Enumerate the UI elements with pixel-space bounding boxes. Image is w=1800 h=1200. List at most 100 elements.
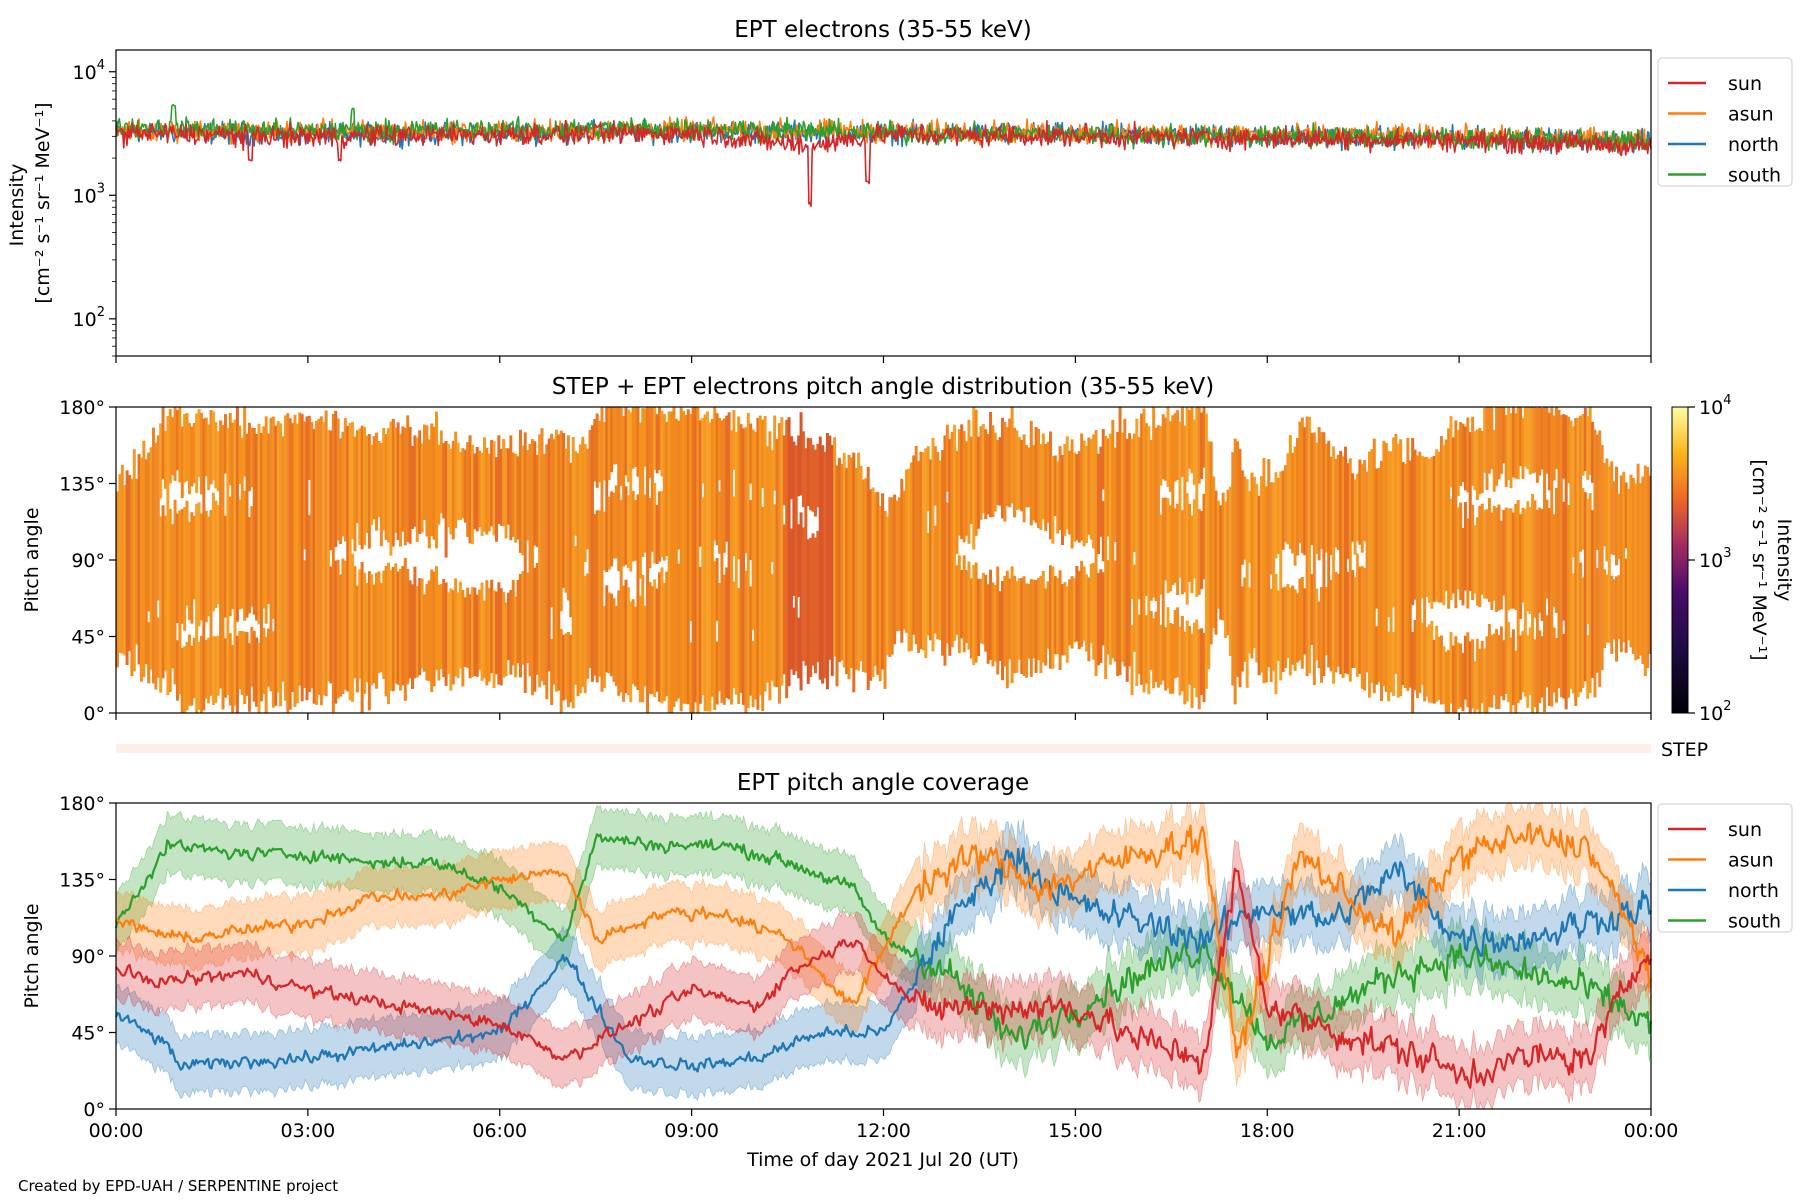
- panel1-series-group: [115, 103, 1652, 208]
- heatmap-cell: [607, 496, 611, 570]
- heatmap-cell: [974, 562, 978, 663]
- heatmap-cell: [590, 425, 594, 682]
- heatmap-cell: [706, 411, 710, 712]
- heatmap-cell: [1332, 446, 1336, 684]
- heatmap-cell: [442, 442, 446, 519]
- heatmap-cell: [941, 450, 945, 656]
- heatmap-cell: [1394, 434, 1398, 674]
- heatmap-cell: [902, 490, 906, 630]
- heatmap-cell: [372, 436, 376, 520]
- heatmap-cell: [950, 432, 954, 648]
- heatmap-cell: [178, 510, 182, 695]
- heatmap-cell: [439, 430, 443, 514]
- heatmap-cell: [1005, 570, 1009, 689]
- heatmap-cell: [1176, 410, 1180, 480]
- panel3-legend-label-asun: asun: [1728, 850, 1774, 872]
- heatmap-cell: [430, 569, 434, 692]
- heatmap-cell: [578, 444, 582, 694]
- heatmap-cell: [924, 448, 928, 659]
- heatmap-cell: [782, 435, 786, 506]
- heatmap-cell: [391, 566, 395, 692]
- heatmap-cell: [715, 558, 719, 621]
- heatmap-cell: [322, 422, 326, 696]
- heatmap-cell: [1351, 570, 1355, 668]
- heatmap-cell: [250, 626, 254, 687]
- heatmap-cell: [1075, 454, 1079, 541]
- heatmap-cell: [1221, 492, 1225, 621]
- heatmap-cell: [1435, 449, 1439, 602]
- heatmap-cell: [1511, 629, 1515, 706]
- heatmap-cell: [1274, 472, 1278, 559]
- panel1-legend-frame: [1657, 57, 1793, 187]
- heatmap-cell: [1531, 407, 1535, 474]
- heatmap-cell: [1363, 567, 1367, 691]
- heatmap-cell: [238, 631, 242, 690]
- heatmap-cell: [1190, 633, 1194, 709]
- heatmap-cell: [1427, 458, 1431, 603]
- heatmap-cell: [511, 579, 515, 666]
- heatmap-cell: [226, 428, 230, 695]
- heatmap-cell: [530, 439, 534, 696]
- heatmap-cell: [1166, 498, 1170, 594]
- heatmap-cell: [1379, 460, 1383, 701]
- heatmap-cell: [1279, 471, 1283, 681]
- heatmap-cell: [686, 409, 690, 705]
- heatmap-cell: [689, 414, 693, 622]
- heatmap-cell: [204, 639, 208, 699]
- heatmap-cell: [801, 527, 805, 662]
- heatmap-cell: [1511, 512, 1515, 609]
- heatmap-cell: [1140, 413, 1144, 685]
- heatmap-cell: [1367, 451, 1371, 698]
- heatmap-cell: [1562, 414, 1566, 479]
- heatmap-cell: [175, 409, 179, 471]
- heatmap-cell: [1432, 639, 1436, 704]
- heatmap-cell: [1269, 588, 1273, 682]
- heatmap-cell: [1641, 476, 1645, 664]
- heatmap-cell: [1490, 512, 1494, 610]
- heatmap-cell: [619, 499, 623, 693]
- heatmap-cell: [1118, 407, 1122, 675]
- heatmap-cell: [221, 425, 225, 710]
- heatmap-cell: [370, 444, 374, 526]
- heatmap-cell: [535, 563, 539, 675]
- heatmap-cell: [423, 424, 426, 520]
- heatmap-cell: [622, 416, 626, 567]
- heatmap-cell: [1571, 426, 1575, 558]
- heatmap-cell: [533, 441, 537, 546]
- panel1-y-tick-label: 103: [73, 181, 105, 207]
- heatmap-cell: [187, 634, 191, 706]
- heatmap-cell: [427, 580, 431, 682]
- electron-intensity-panel: EPT electrons (35-55 keV) 102 103 104 Inte…: [6, 17, 1793, 363]
- heatmap-cell: [1010, 566, 1014, 683]
- heatmap-cell: [890, 497, 894, 655]
- heatmap-cell: [528, 444, 532, 677]
- heatmap-cell: [1089, 563, 1093, 643]
- heatmap-cell: [173, 407, 177, 481]
- heatmap-cell: [1226, 489, 1230, 636]
- heatmap-cell: [1281, 470, 1285, 550]
- heatmap-cell: [238, 499, 242, 610]
- heatmap-cell: [1195, 619, 1199, 698]
- heatmap-cell: [1456, 642, 1460, 709]
- heatmap-cell: [1152, 407, 1156, 598]
- heatmap-cell: [1360, 566, 1364, 689]
- panel3-x-tick-label: 12:00: [856, 1120, 911, 1142]
- heatmap-cell: [456, 592, 460, 679]
- heatmap-cell: [945, 502, 949, 644]
- heatmap-cell: [1583, 407, 1587, 472]
- heatmap-cell: [1418, 451, 1422, 694]
- heatmap-cell: [1272, 482, 1276, 671]
- heatmap-cell: [1245, 479, 1249, 688]
- panel2-y-tick-label: 135°: [59, 474, 105, 496]
- coverage-line-north: [114, 847, 1652, 1073]
- heatmap-cell: [634, 500, 638, 561]
- heatmap-cell: [1538, 630, 1542, 704]
- heatmap-cell: [1240, 586, 1244, 672]
- heatmap-cell: [291, 423, 295, 692]
- heatmap-cell: [1034, 579, 1038, 673]
- heatmap-cell: [1411, 631, 1415, 713]
- heatmap-cell: [223, 638, 227, 698]
- heatmap-cell: [825, 433, 829, 690]
- heatmap-cell: [1053, 575, 1057, 655]
- heatmap-cell: [1154, 611, 1158, 682]
